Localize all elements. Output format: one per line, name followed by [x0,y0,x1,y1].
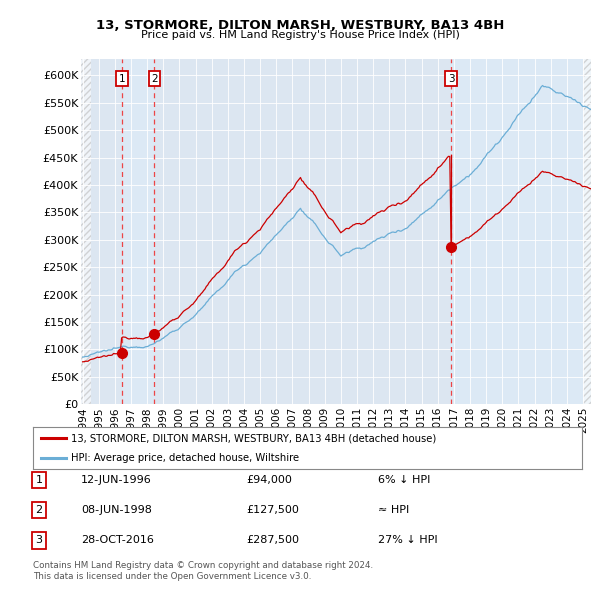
Bar [81,59,91,404]
Text: Contains HM Land Registry data © Crown copyright and database right 2024.: Contains HM Land Registry data © Crown c… [33,561,373,570]
Text: 13, STORMORE, DILTON MARSH, WESTBURY, BA13 4BH (detached house): 13, STORMORE, DILTON MARSH, WESTBURY, BA… [71,433,437,443]
Text: £287,500: £287,500 [246,536,299,545]
Text: 6% ↓ HPI: 6% ↓ HPI [378,475,430,484]
Text: 3: 3 [448,74,454,84]
Text: Price paid vs. HM Land Registry's House Price Index (HPI): Price paid vs. HM Land Registry's House … [140,30,460,40]
Text: HPI: Average price, detached house, Wiltshire: HPI: Average price, detached house, Wilt… [71,453,299,463]
Text: £127,500: £127,500 [246,505,299,514]
Text: 27% ↓ HPI: 27% ↓ HPI [378,536,437,545]
Text: 28-OCT-2016: 28-OCT-2016 [81,536,154,545]
Text: 2: 2 [35,505,43,514]
Text: 1: 1 [119,74,125,84]
Text: £94,000: £94,000 [246,475,292,484]
Text: 2: 2 [151,74,158,84]
Bar [122,59,154,404]
Text: 3: 3 [35,536,43,545]
Text: This data is licensed under the Open Government Licence v3.0.: This data is licensed under the Open Gov… [33,572,311,581]
Bar [451,59,591,404]
Text: 08-JUN-1998: 08-JUN-1998 [81,505,152,514]
Text: 12-JUN-1996: 12-JUN-1996 [81,475,152,484]
Text: 13, STORMORE, DILTON MARSH, WESTBURY, BA13 4BH: 13, STORMORE, DILTON MARSH, WESTBURY, BA… [96,19,504,32]
Bar [583,59,599,404]
Text: ≈ HPI: ≈ HPI [378,505,409,514]
Text: 1: 1 [35,475,43,484]
